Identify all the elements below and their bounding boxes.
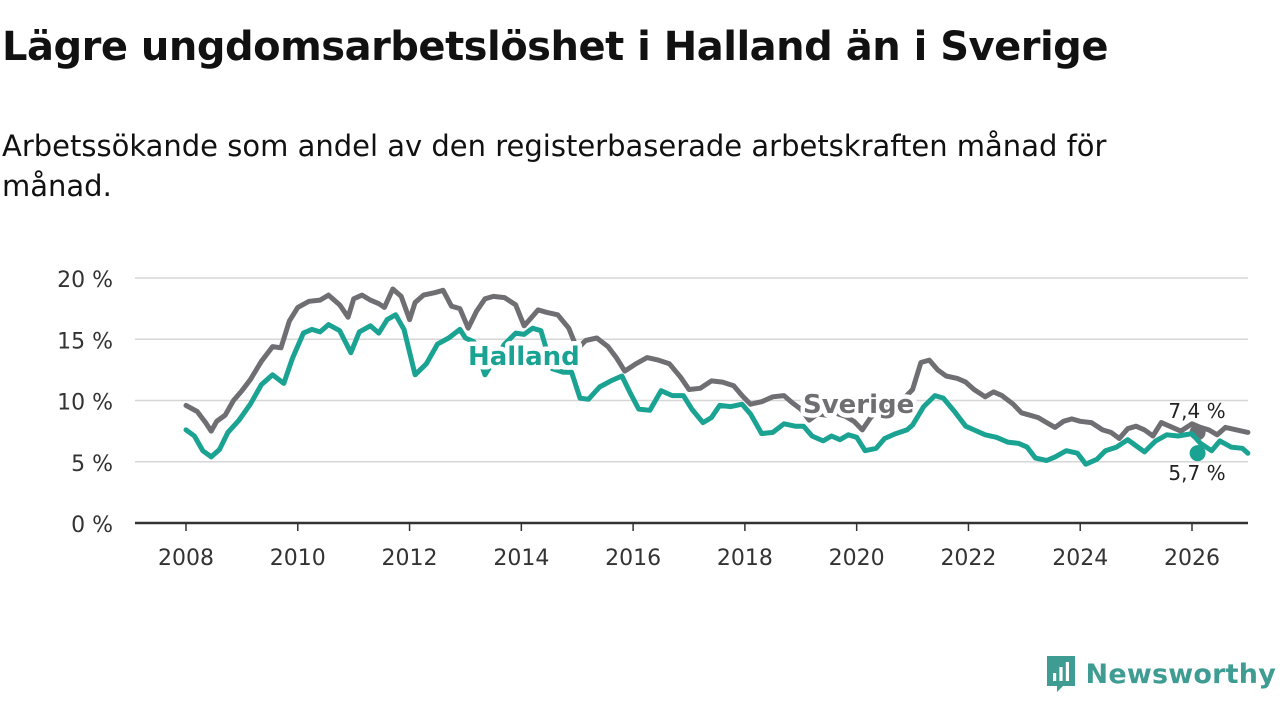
series-annotation-sverige-halo: Sverige (803, 390, 914, 420)
x-tick-label: 2014 (493, 546, 549, 571)
end-marker-halland (1189, 445, 1206, 462)
newsworthy-logo-icon (1046, 656, 1075, 692)
end-value-label-sverige: 7,4 % (1168, 399, 1225, 423)
x-tick-label: 2008 (158, 546, 214, 571)
series-line-sverige (183, 286, 1251, 441)
x-tick-label: 2022 (940, 546, 996, 571)
x-tick-label: 2024 (1052, 546, 1108, 571)
x-tick-label: 2026 (1164, 546, 1220, 571)
x-tick-label: 2012 (382, 546, 438, 571)
x-tick-label: 2010 (270, 546, 326, 571)
series-annotation-sverige: Sverige (803, 390, 914, 420)
series-line-halland (183, 312, 1251, 467)
y-tick-label: 15 % (57, 329, 113, 354)
x-tick-label: 2018 (717, 546, 773, 571)
chart-title: Lägre ungdomsarbetslöshet i Halland än i… (2, 24, 1108, 70)
y-tick-label: 5 % (71, 452, 113, 477)
series-annotation-halland: Halland (468, 342, 580, 372)
y-tick-label: 0 % (71, 513, 113, 538)
series-annotation-halland-halo: Halland (468, 342, 580, 372)
chart-subtitle: Arbetssökande som andel av den registerb… (2, 129, 1107, 203)
x-tick-label: 2016 (605, 546, 661, 571)
brand-name: Newsworthy (1085, 658, 1276, 690)
y-tick-label: 20 % (57, 268, 113, 293)
y-tick-label: 10 % (57, 391, 113, 416)
x-tick-label: 2020 (829, 546, 885, 571)
brand[interactable]: Newsworthy (1044, 654, 1276, 694)
end-value-label-halland: 5,7 % (1168, 461, 1225, 485)
